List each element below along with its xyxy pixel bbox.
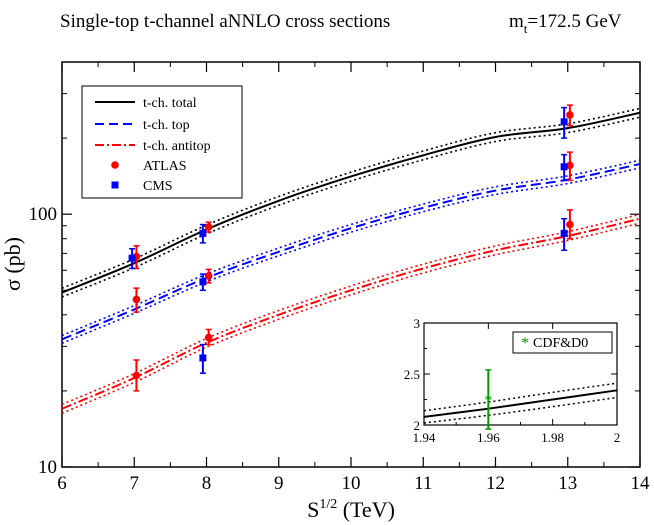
cms-point [560, 118, 568, 126]
cms-point [199, 278, 207, 286]
x-tick-label: 12 [486, 473, 505, 494]
curve-antitop-central [61, 217, 641, 410]
top-mass-label: mt=172.5 GeV [509, 11, 622, 36]
legend: t-ch. total t-ch. top t-ch. antitop ATLA… [81, 85, 243, 199]
legend-label-top: t-ch. top [143, 118, 190, 133]
legend-marker-atlas [111, 161, 119, 169]
cms-point [560, 163, 568, 171]
inset-legend-label: CDF&D0 [533, 336, 588, 351]
inset-curve-lower [423, 396, 618, 424]
chart-title: Single-top t-channel aNNLO cross section… [60, 11, 390, 32]
inset-legend-box [512, 331, 613, 354]
curve-top-upper [61, 159, 641, 337]
curve-total-upper [61, 107, 641, 289]
x-tick-label: 10 [342, 473, 361, 494]
inset-axis-ticks: 1.94 1.96 1.98 2 2 2.5 3 [404, 316, 621, 445]
atlas-point [566, 220, 574, 229]
y-axis-title: σ (pb) [0, 237, 25, 291]
legend-label-atlas: ATLAS [143, 159, 187, 174]
atlas-point [204, 272, 213, 280]
inset-y-tick-label: 2.5 [404, 367, 420, 382]
x-tick-label: 8 [202, 473, 212, 494]
inset-curve-upper [423, 382, 618, 412]
cms-point [199, 229, 207, 237]
main-measurements [128, 104, 574, 392]
atlas-point [132, 295, 141, 304]
x-axis-title: S1/2 (TeV) [307, 497, 395, 522]
inset-legend-star-icon: * [521, 335, 529, 352]
y-tick-label: 100 [29, 204, 58, 225]
legend-box [81, 85, 243, 199]
y-tick-label: 10 [38, 457, 57, 478]
x-tick-label: 7 [130, 473, 140, 494]
inset-curve-central [423, 389, 618, 418]
legend-label-cms: CMS [143, 179, 173, 194]
main-curves [61, 107, 641, 414]
cms-point [199, 354, 207, 362]
inset-x-tick-label: 1.98 [541, 430, 564, 445]
x-tick-label: 13 [558, 473, 577, 494]
inset-y-tick-label: 3 [414, 316, 421, 331]
atlas-point [566, 111, 574, 119]
legend-label-antitop: t-ch. antitop [143, 139, 211, 154]
legend-label-total: t-ch. total [143, 96, 197, 111]
atlas-point [204, 223, 213, 231]
x-tick-label: 14 [631, 473, 651, 494]
inset-y-tick-label: 2 [414, 418, 421, 433]
atlas-point [566, 161, 574, 170]
main-axis-ticks: 6 7 8 9 10 11 12 13 14 10 100 [29, 61, 651, 494]
cms-point [560, 229, 568, 237]
curve-top-lower [61, 167, 641, 344]
inset-x-tick-label: 2 [614, 430, 621, 445]
curve-top-central [61, 163, 641, 341]
x-tick-label: 9 [274, 473, 284, 494]
inset-x-tick-label: 1.94 [413, 430, 436, 445]
inset-plot: 1.94 1.96 1.98 2 2 2.5 3 * * CDF&D0 [404, 316, 621, 445]
x-tick-label: 11 [414, 473, 432, 494]
legend-marker-cms [111, 181, 119, 189]
x-tick-label: 6 [57, 473, 67, 494]
curve-total-central [61, 111, 641, 294]
cdf-d0-point: * [484, 393, 492, 410]
atlas-point [132, 371, 141, 380]
inset-x-tick-label: 1.96 [477, 430, 500, 445]
cms-point [128, 254, 136, 262]
inset-curves: * [423, 369, 618, 430]
atlas-point [204, 333, 213, 342]
curve-total-lower [61, 116, 641, 298]
